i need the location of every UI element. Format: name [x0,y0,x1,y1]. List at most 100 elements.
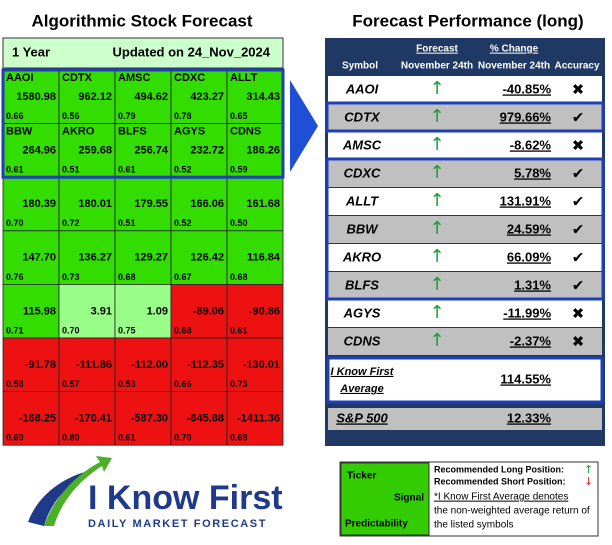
signal: 186.26 [246,145,280,157]
grid-cell [114,391,172,446]
predictability: 0.70 [62,325,80,335]
accuracy: ✖ [572,333,585,351]
predictability: 0.73 [230,379,248,389]
forecast: ↑ [429,190,444,211]
predictability: 0.61 [118,433,136,443]
signal: -1411.36 [237,413,280,425]
grid-cell [58,337,116,392]
signal: 136.27 [78,252,112,264]
symbol: CDXC [344,165,381,180]
table-row [328,244,602,271]
average-row [326,356,604,404]
accuracy: ✔ [572,277,585,295]
signal: 147.70 [22,252,56,264]
logo-swoosh [44,456,112,526]
table-row [328,76,602,103]
forecast: ↑ [429,106,444,127]
grid-cell [2,69,60,124]
signal: 116.84 [247,252,281,264]
signal: -112.35 [187,359,224,371]
accuracy: ✔ [572,165,585,183]
highlight-box [1,68,285,179]
predictability: 0.80 [62,433,80,443]
symbol: ALLT [345,193,379,208]
signal: 180.01 [78,198,112,210]
change: -40.85% [503,81,552,96]
legend-long-symbol: ↑ [584,463,593,476]
header: November 24th [478,61,550,72]
symbol: BLFS [345,277,379,292]
signal: 161.68 [246,198,280,210]
left-title: Algorithmic Stock Forecast [31,11,252,30]
grid-cell [114,176,172,232]
legend-signal: Signal [394,493,424,504]
predictability: 0.79 [118,111,136,121]
highlight-box [325,101,605,133]
updated: Updated on 24_Nov_2024 [112,44,270,59]
predictability: 0.68 [174,325,192,335]
predictability: 0.71 [6,325,24,335]
signal: 115.98 [23,305,56,317]
table-row [328,328,602,355]
accuracy: ✔ [572,249,585,267]
grid-cell [226,123,284,178]
grid-cell [226,176,284,232]
grid-cell [114,69,172,124]
signal: 166.06 [190,198,224,210]
grid-cell [58,391,116,446]
highlight-box [325,157,605,301]
accuracy: ✔ [572,193,585,211]
signal: -130.01 [243,359,280,371]
header: Symbol [342,61,378,72]
predictability: 0.58 [6,379,24,389]
legend-ticker: Ticker [347,471,376,482]
arrow [290,80,318,172]
grid-cell [58,69,116,124]
signal: 256.74 [134,145,169,157]
grid-cell [114,230,172,285]
ticker: AGYS [174,126,205,138]
predictability: 0.68 [118,272,136,282]
signal: -90.86 [249,305,280,317]
legend-short-symbol: ↓ [584,475,593,488]
predictability: 0.60 [6,433,24,443]
change: -8.62% [510,137,552,152]
symbol: AMSC [342,137,382,152]
average-label: Average [339,383,383,395]
signal: 180.39 [22,198,56,210]
signal: 1580.98 [16,91,56,103]
signal: 264.96 [22,145,56,157]
grid-cell [2,283,60,339]
right-title: Forecast Performance (long) [352,11,583,30]
forecast: ↑ [429,162,444,183]
symbol: BBW [346,221,379,236]
logo-name: I Know First [88,479,283,517]
predictability: 0.66 [6,111,24,121]
predictability: 0.57 [62,379,80,389]
symbol: CDNS [344,333,381,348]
grid-cell [226,69,284,124]
accuracy: ✔ [572,221,585,239]
legend-note: *I Know First Average denotes [434,492,568,503]
signal: -89.06 [193,305,224,317]
table-row [328,188,602,215]
legend-cell [340,462,430,536]
signal: -112.00 [131,359,168,371]
grid-cell [2,391,60,446]
predictability: 0.68 [230,433,248,443]
grid-cell [170,69,228,124]
change: 24.59% [507,221,552,236]
predictability: 0.78 [174,111,192,121]
forecast: ↑ [429,134,444,155]
ticker: CDXC [174,72,205,84]
predictability: 0.52 [174,165,192,175]
predictability: 0.75 [118,325,136,335]
predictability: 0.61 [6,165,24,175]
predictability: 0.70 [6,218,24,228]
signal: 259.68 [78,145,112,157]
grid-cell [2,176,60,232]
ticker: CDTX [62,72,93,84]
legend-short: Recommended Short Position: [434,476,566,486]
forecast: ↑ [429,330,444,351]
forecast: ↑ [429,274,444,295]
